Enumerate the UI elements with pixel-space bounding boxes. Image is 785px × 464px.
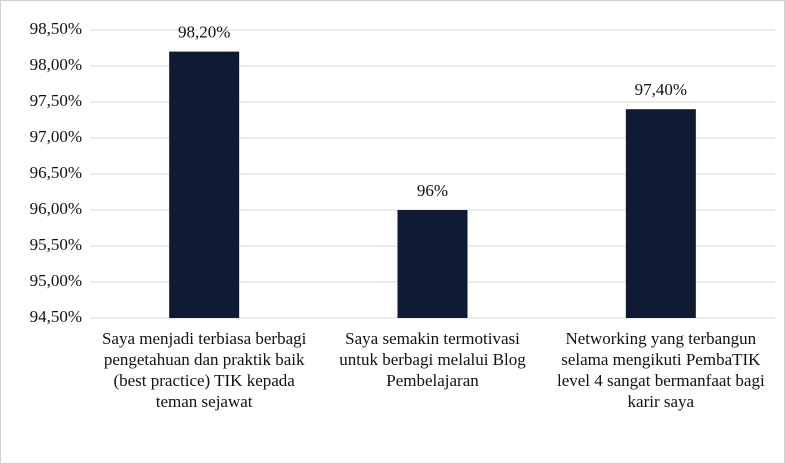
y-tick-label: 94,50% [30, 307, 82, 326]
y-tick-label: 96,00% [30, 199, 82, 218]
data-label: 97,40% [635, 80, 687, 99]
y-tick-label: 98,00% [30, 55, 82, 74]
bar [397, 210, 468, 318]
y-tick-label: 97,00% [30, 127, 82, 146]
bar [625, 109, 696, 318]
y-tick-label: 97,50% [30, 91, 82, 110]
x-tick-label: Saya semakin termotivasi untuk berbagi m… [339, 329, 526, 390]
y-tick-label: 95,00% [30, 271, 82, 290]
y-tick-label: 95,50% [30, 235, 82, 254]
y-tick-label: 96,50% [30, 163, 82, 182]
data-label: 98,20% [178, 23, 230, 42]
y-tick-label: 98,50% [30, 19, 82, 38]
x-tick-label: Saya menjadi terbiasa berbagi pengetahua… [101, 329, 307, 411]
x-tick-label: Networking yang terbangun selama mengiku… [556, 329, 765, 411]
bar [169, 51, 240, 318]
data-label: 96% [417, 181, 448, 200]
